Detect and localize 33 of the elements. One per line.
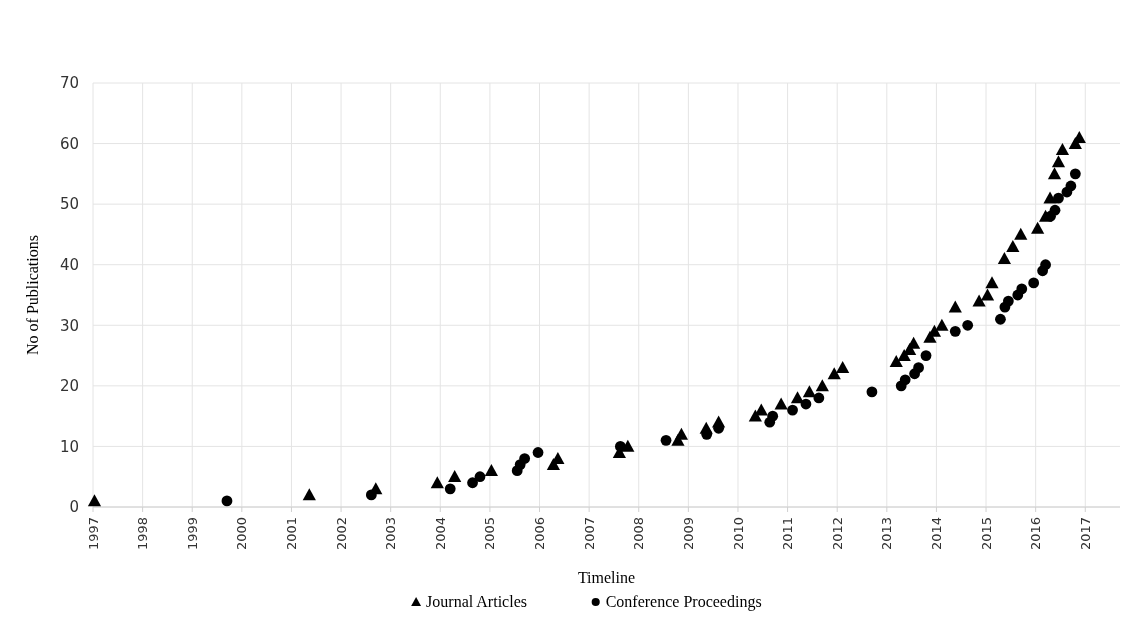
x-tick-label: 1999 <box>184 517 200 551</box>
x-axis-title: Timeline <box>577 569 636 586</box>
x-tick-label: 2008 <box>631 517 647 551</box>
y-tick-label: 70 <box>59 74 79 93</box>
y-tick-label: 50 <box>59 195 79 214</box>
x-tick-label: 2010 <box>730 517 746 551</box>
legend-label: Conference Proceedings <box>605 593 762 611</box>
x-tick-label: 2017 <box>1077 517 1093 551</box>
x-tick-label: 2009 <box>680 517 696 551</box>
x-tick-label: 2013 <box>879 517 895 551</box>
y-axis-title: No of Publications <box>24 235 41 355</box>
x-tick-label: 2000 <box>234 517 250 551</box>
y-tick-label: 10 <box>59 437 79 456</box>
x-tick-label: 2016 <box>1028 517 1044 551</box>
y-tick-label: 30 <box>59 316 79 335</box>
x-tick-label: 2012 <box>829 517 845 551</box>
x-tick-label: 1997 <box>85 517 101 551</box>
x-tick-label: 2004 <box>432 517 448 551</box>
x-tick-label: 2011 <box>780 517 796 551</box>
legend-label: Journal Articles <box>426 593 527 610</box>
y-tick-label: 0 <box>69 498 79 517</box>
x-tick-label: 2015 <box>978 517 994 551</box>
y-tick-label: 60 <box>59 134 79 153</box>
y-tick-label: 40 <box>59 255 79 274</box>
x-tick-label: 2007 <box>581 517 597 551</box>
x-tick-label: 1998 <box>135 517 151 551</box>
x-tick-label: 2006 <box>532 517 548 551</box>
x-tick-label: 2002 <box>333 517 349 551</box>
x-tick-label: 2005 <box>482 517 498 551</box>
x-tick-label: 2001 <box>284 517 299 551</box>
y-tick-label: 20 <box>59 377 79 396</box>
x-tick-label: 2014 <box>928 517 944 551</box>
x-tick-label: 2003 <box>383 517 399 551</box>
